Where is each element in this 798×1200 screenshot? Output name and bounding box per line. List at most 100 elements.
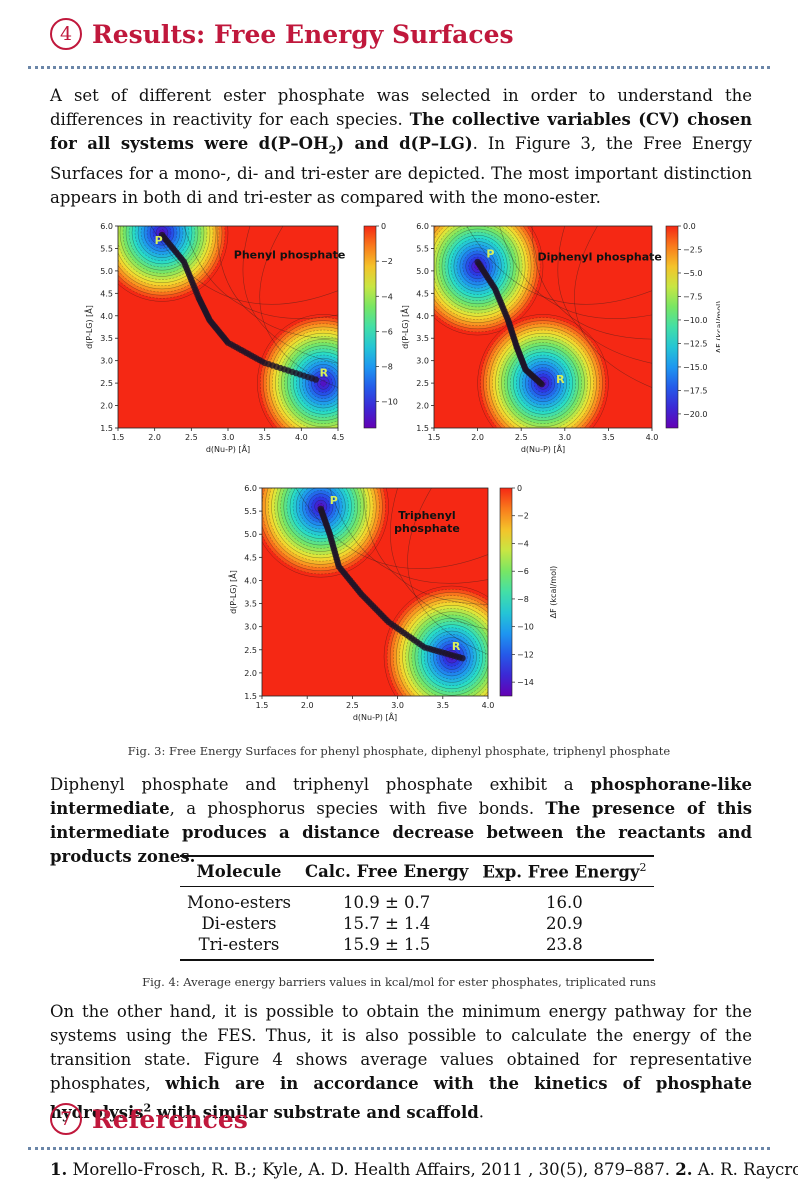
contour-line xyxy=(183,226,338,319)
colorbar-tick-label: −20.0 xyxy=(683,410,708,419)
energy-table: Molecule Calc. Free Energy Exp. Free Ene… xyxy=(180,855,654,961)
table-cell: Tri-esters xyxy=(180,933,298,961)
colorbar-tick-label: −8 xyxy=(381,363,393,372)
mep-point xyxy=(538,381,545,388)
y-tick-label: 5.5 xyxy=(244,507,257,516)
y-tick-label: 2.5 xyxy=(100,379,113,388)
x-tick-label: 2.5 xyxy=(346,701,359,710)
y-tick-label: 2.0 xyxy=(416,402,429,411)
mep-point xyxy=(459,654,466,662)
colorbar-label: ΔF (kcal/mol) xyxy=(549,566,558,619)
x-tick-label: 4.0 xyxy=(295,433,308,442)
colorbar-tick-label: 0 xyxy=(517,484,522,493)
contour-line xyxy=(557,226,652,364)
section-divider xyxy=(28,1147,770,1150)
y-tick-label: 4.0 xyxy=(244,576,257,585)
table-header-cell: Calc. Free Energy xyxy=(297,855,476,887)
table-cell: 15.9 ± 1.5 xyxy=(297,933,476,961)
chart-title: Diphenyl phosphate xyxy=(538,250,662,263)
figure-4-caption: Fig. 4: Average energy barriers values i… xyxy=(142,975,656,989)
x-tick-label: 4.5 xyxy=(332,433,345,442)
x-tick-label: 2.0 xyxy=(471,433,484,442)
y-tick-label: 3.5 xyxy=(100,334,113,343)
x-tick-label: 3.0 xyxy=(558,433,571,442)
fes-chart-triphenyl: P R Triphenyl phosphate 1.5 2.0 2.5 3.0 3.5 4.0 1.… xyxy=(227,484,558,722)
y-tick-label: 4.0 xyxy=(416,312,429,321)
section-number: 4 xyxy=(50,18,82,50)
y-tick-label: 3.0 xyxy=(244,623,257,632)
colorbar-tick-label: 0.0 xyxy=(683,222,696,231)
y-tick-label: 4.0 xyxy=(100,312,113,321)
state-label-P: P xyxy=(330,494,338,507)
table-header-cell: Molecule xyxy=(180,855,298,887)
x-tick-label: 3.5 xyxy=(436,701,449,710)
contour-line xyxy=(531,226,652,340)
contour-line xyxy=(574,226,652,388)
section-heading-results: 4 Results: Free Energy Surfaces xyxy=(50,18,514,50)
contour-line xyxy=(295,488,488,569)
contour-line xyxy=(216,226,338,340)
table-cell: Di-esters xyxy=(201,913,277,933)
x-tick-label: 2.0 xyxy=(301,701,314,710)
plot-frame xyxy=(433,225,653,429)
y-tick-label: 1.5 xyxy=(244,692,257,701)
table-header-row: Molecule Calc. Free Energy Exp. Free Ene… xyxy=(180,855,654,887)
y-axis-label: d(P-LG) [Å] xyxy=(83,305,94,349)
fes-chart-phenyl: P R Phenyl phosphate 1.5 2.0 2.5 3.0 3.5 4.0 4.5 1… xyxy=(83,222,398,454)
y-tick-label: 6.0 xyxy=(244,484,257,493)
section-heading-references: 7 References xyxy=(50,1103,248,1135)
figure-3-caption: Fig. 3: Free Energy Surfaces for phenyl … xyxy=(127,744,671,758)
colorbar-tick-label: −4 xyxy=(517,539,529,548)
colorbar-tick-label: −2 xyxy=(517,512,529,521)
x-axis-label: d(Nu-P) [Å] xyxy=(206,443,250,454)
colorbar-tick-label: −2.5 xyxy=(683,245,702,254)
x-tick-label: 1.5 xyxy=(256,701,269,710)
section-title: Results: Free Energy Surfaces xyxy=(92,19,514,49)
contour-line xyxy=(499,226,652,319)
references-list: 1. Morello-Frosch, R. B.; Kyle, A. D. He… xyxy=(50,1160,798,1179)
y-tick-label: 5.5 xyxy=(416,244,429,253)
y-tick-label: 4.5 xyxy=(244,553,257,562)
x-tick-label: 3.0 xyxy=(222,433,235,442)
y-tick-label: 1.5 xyxy=(100,424,113,433)
y-tick-label: 2.0 xyxy=(244,669,257,678)
y-tick-label: 5.0 xyxy=(416,267,429,276)
y-tick-label: 1.5 xyxy=(416,424,429,433)
colorbar xyxy=(363,225,377,429)
fes-chart-diphenyl: P R Diphenyl phosphate 1.5 2.0 2.5 3.0 3.5 4.0 1.… xyxy=(399,222,720,454)
mep-point xyxy=(312,376,319,383)
colorbar xyxy=(499,487,513,697)
colorbar-tick-label: −10 xyxy=(381,398,398,407)
y-tick-label: 2.0 xyxy=(100,402,113,411)
colorbar-tick-label: −8 xyxy=(517,595,529,604)
x-tick-label: 3.5 xyxy=(258,433,271,442)
y-tick-label: 3.5 xyxy=(416,334,429,343)
paragraph-intro: A set of different ester phosphate was s… xyxy=(50,86,752,208)
table-row: Tri-esters 15.9 ± 1.5 23.8 xyxy=(180,933,654,961)
y-tick-label: 4.5 xyxy=(416,289,429,298)
contour-line xyxy=(259,226,338,388)
y-tick-label: 5.0 xyxy=(100,267,113,276)
table-cell: 15.7 ± 1.4 xyxy=(342,913,431,933)
x-tick-label: 4.0 xyxy=(646,433,659,442)
x-tick-label: 3.0 xyxy=(391,701,404,710)
state-label-R: R xyxy=(452,640,461,653)
contour-line xyxy=(150,226,338,305)
y-tick-label: 3.0 xyxy=(416,357,429,366)
x-axis-label: d(Nu-P) [Å] xyxy=(353,711,397,722)
x-tick-label: 2.5 xyxy=(515,433,528,442)
x-tick-label: 1.5 xyxy=(112,433,125,442)
table-cell: 16.0 xyxy=(546,892,583,912)
table-row: Mono-esters 10.9 ± 0.7 16.0 xyxy=(180,886,654,913)
contour-line xyxy=(329,488,488,584)
state-label-P: P xyxy=(486,247,494,260)
colorbar-tick-label: 0 xyxy=(381,222,386,231)
paragraph-intermediate: Diphenyl phosphate and triphenyl phospha… xyxy=(50,775,753,866)
x-tick-label: 1.5 xyxy=(428,433,441,442)
colorbar-tick-label: −4 xyxy=(381,292,393,301)
contour-line xyxy=(363,488,488,605)
contour-level xyxy=(320,379,327,387)
paragraph-pathway: On the other hand, it is possible to obt… xyxy=(50,1002,752,1122)
y-tick-label: 2.5 xyxy=(244,646,257,655)
colorbar-tick-label: −6 xyxy=(517,567,529,576)
